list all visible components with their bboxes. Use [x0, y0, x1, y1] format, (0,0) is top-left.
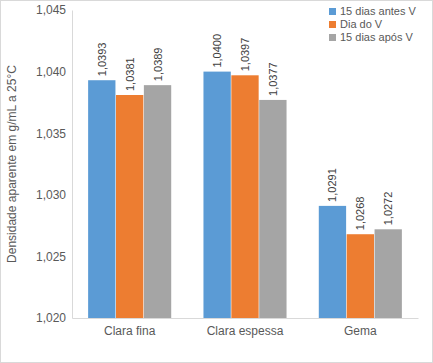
bar — [116, 95, 143, 318]
x-tick-label: Clara fina — [104, 324, 156, 338]
series-bars — [144, 85, 402, 318]
bar — [375, 229, 402, 318]
legend-swatch — [329, 34, 336, 41]
data-label: 1,0291 — [326, 168, 338, 202]
y-tick: 1,035 — [36, 127, 72, 141]
legend-label: 15 dias antes V — [340, 5, 416, 17]
bar — [144, 85, 171, 318]
data-labels: 1,0393 1,0400 1,0291 1,0381 1,0397 1,0268 1,03… — [96, 34, 394, 230]
data-label: 1,0377 — [267, 62, 279, 96]
legend-item: Dia do V — [329, 18, 383, 30]
data-label: 1,0272 — [382, 192, 394, 226]
bar — [259, 100, 286, 318]
y-tick: 1,025 — [36, 250, 72, 264]
y-axis-line — [72, 11, 73, 319]
x-tick: Gema — [344, 318, 377, 338]
legend-label: 15 dias após V — [340, 31, 413, 43]
legend-swatch — [329, 21, 336, 28]
bar — [88, 80, 115, 318]
legend: 15 dias antes VDia do V15 dias após V — [329, 5, 416, 43]
legend-label: Dia do V — [340, 18, 383, 30]
legend-swatch — [329, 8, 336, 15]
legend-item: 15 dias antes V — [329, 5, 416, 17]
legend-item: 15 dias após V — [329, 31, 413, 43]
data-label: 1,0397 — [239, 38, 251, 72]
y-axis: 1,020 1,025 1,030 1,035 1,040 1,045 — [36, 3, 73, 325]
y-tick-label: 1,025 — [36, 250, 66, 264]
y-tick-label: 1,045 — [36, 3, 66, 17]
y-tick-label: 1,030 — [36, 188, 66, 202]
x-tick: Clara espessa — [207, 318, 284, 338]
y-tick: 1,020 — [36, 311, 72, 325]
chart: 1,020 1,025 1,030 1,035 1,040 1,045 1,0393 1,04… — [0, 0, 433, 363]
chart-frame — [1, 1, 433, 363]
data-label: 1,0400 — [211, 34, 223, 68]
bar — [319, 206, 346, 318]
y-tick-label: 1,020 — [36, 311, 66, 325]
x-axis: Clara fina Clara espessa Gema — [73, 318, 419, 338]
bar — [203, 72, 230, 318]
bar — [231, 75, 258, 318]
data-label: 1,0389 — [152, 47, 164, 81]
plot: 1,020 1,025 1,030 1,035 1,040 1,045 1,0393 1,04… — [36, 3, 419, 337]
bar — [347, 234, 374, 318]
series-bars — [88, 72, 346, 318]
y-axis-title: Densidade aparente em g/mL a 25°C — [5, 65, 19, 263]
data-label: 1,0381 — [124, 57, 136, 91]
series-bars — [116, 75, 374, 318]
bars — [88, 72, 402, 318]
y-tick: 1,045 — [36, 3, 72, 17]
y-tick: 1,030 — [36, 188, 72, 202]
y-tick: 1,040 — [36, 65, 72, 79]
x-tick-label: Clara espessa — [207, 324, 284, 338]
x-axis-line — [73, 318, 419, 319]
data-label: 1,0393 — [96, 43, 108, 77]
data-label: 1,0268 — [354, 197, 366, 231]
y-tick-label: 1,035 — [36, 127, 66, 141]
x-tick: Clara fina — [104, 318, 156, 338]
x-tick-label: Gema — [344, 324, 377, 338]
y-tick-label: 1,040 — [36, 65, 66, 79]
